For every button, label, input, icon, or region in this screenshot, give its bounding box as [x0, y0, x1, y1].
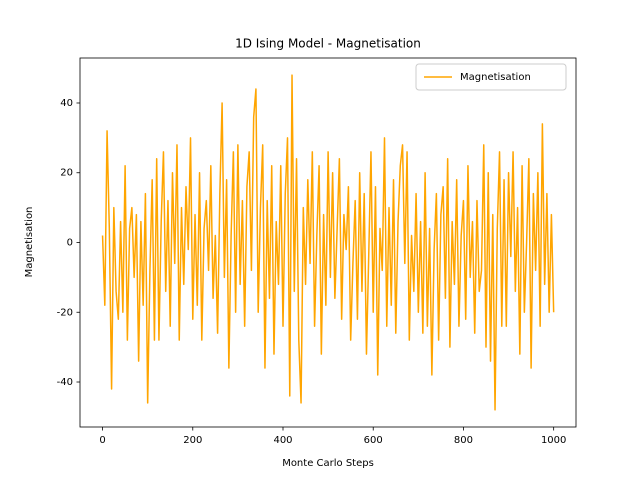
y-tick-label: -20: [57, 307, 73, 318]
x-axis-label: Monte Carlo Steps: [282, 458, 374, 469]
data-line: [101, 74, 555, 411]
legend-label: Magnetisation: [460, 72, 531, 83]
x-tick-label: 0: [99, 435, 105, 446]
y-tick-label: 40: [60, 98, 73, 109]
chart-title: 1D Ising Model - Magnetisation: [235, 37, 421, 51]
x-tick-label: 200: [183, 435, 202, 446]
x-tick-label: 1000: [541, 435, 566, 446]
y-tick-label: 0: [67, 238, 73, 249]
x-tick-label: 600: [364, 435, 383, 446]
y-tick-label: 20: [60, 168, 73, 179]
y-tick-label: -40: [57, 377, 73, 388]
y-axis-label: Magnetisation: [24, 207, 35, 278]
x-tick-label: 800: [454, 435, 473, 446]
plot-frame: [79, 57, 577, 428]
legend-box: [415, 63, 567, 91]
x-tick-label: 400: [273, 435, 292, 446]
